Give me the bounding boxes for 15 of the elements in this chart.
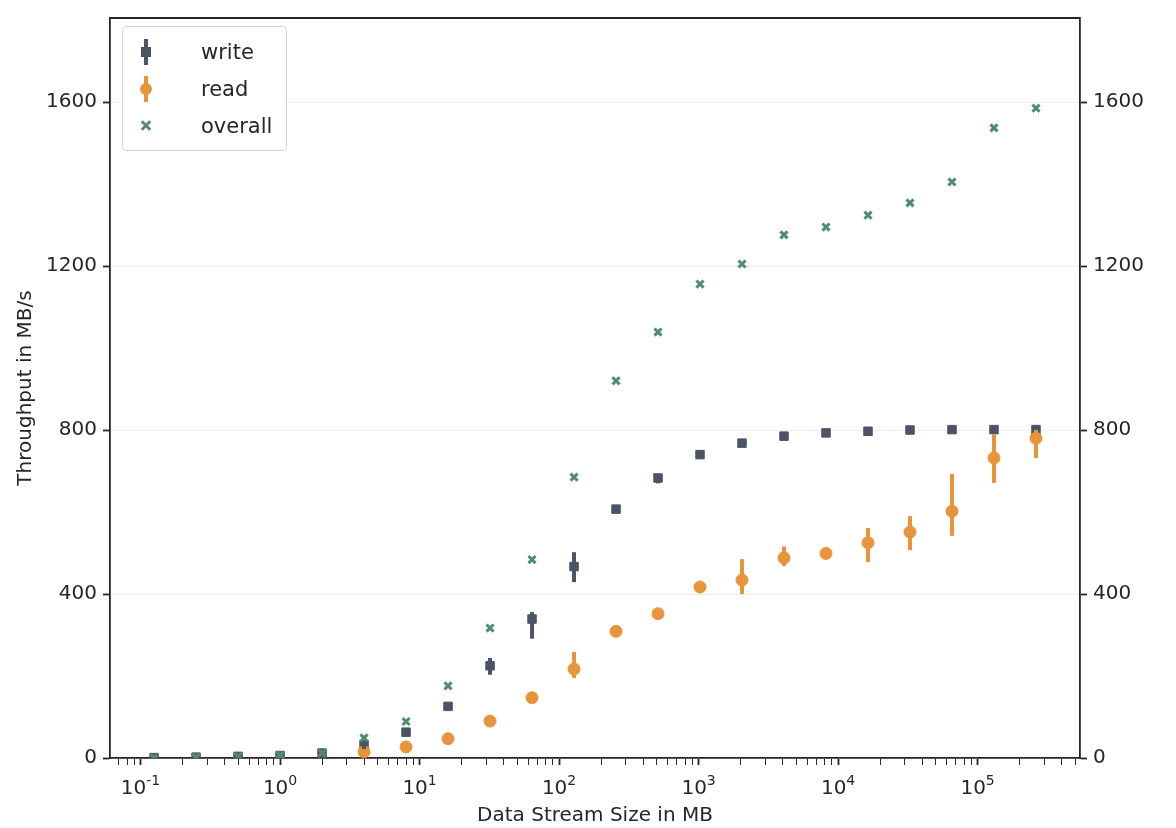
legend-label: write — [201, 39, 254, 64]
y2-tick-label: 1600 — [1093, 88, 1144, 113]
legend-label: overall — [201, 113, 273, 138]
y-tick-label: 1600 — [46, 88, 97, 113]
y2-tick-label: 1200 — [1093, 252, 1144, 277]
y-tick-label: 800 — [58, 416, 97, 441]
y-tick-label: 0 — [84, 744, 97, 769]
y-tick-label: 1200 — [46, 252, 97, 277]
y-tick-label: 400 — [58, 580, 97, 605]
y2-tick-label: 400 — [1093, 580, 1132, 605]
x-axis-title: Data Stream Size in MB — [477, 802, 713, 827]
legend-label: read — [201, 76, 249, 101]
y-axis-title: Throughput in MB/s — [12, 290, 37, 487]
y2-tick-label: 0 — [1093, 744, 1106, 769]
y2-tick-label: 800 — [1093, 416, 1132, 441]
